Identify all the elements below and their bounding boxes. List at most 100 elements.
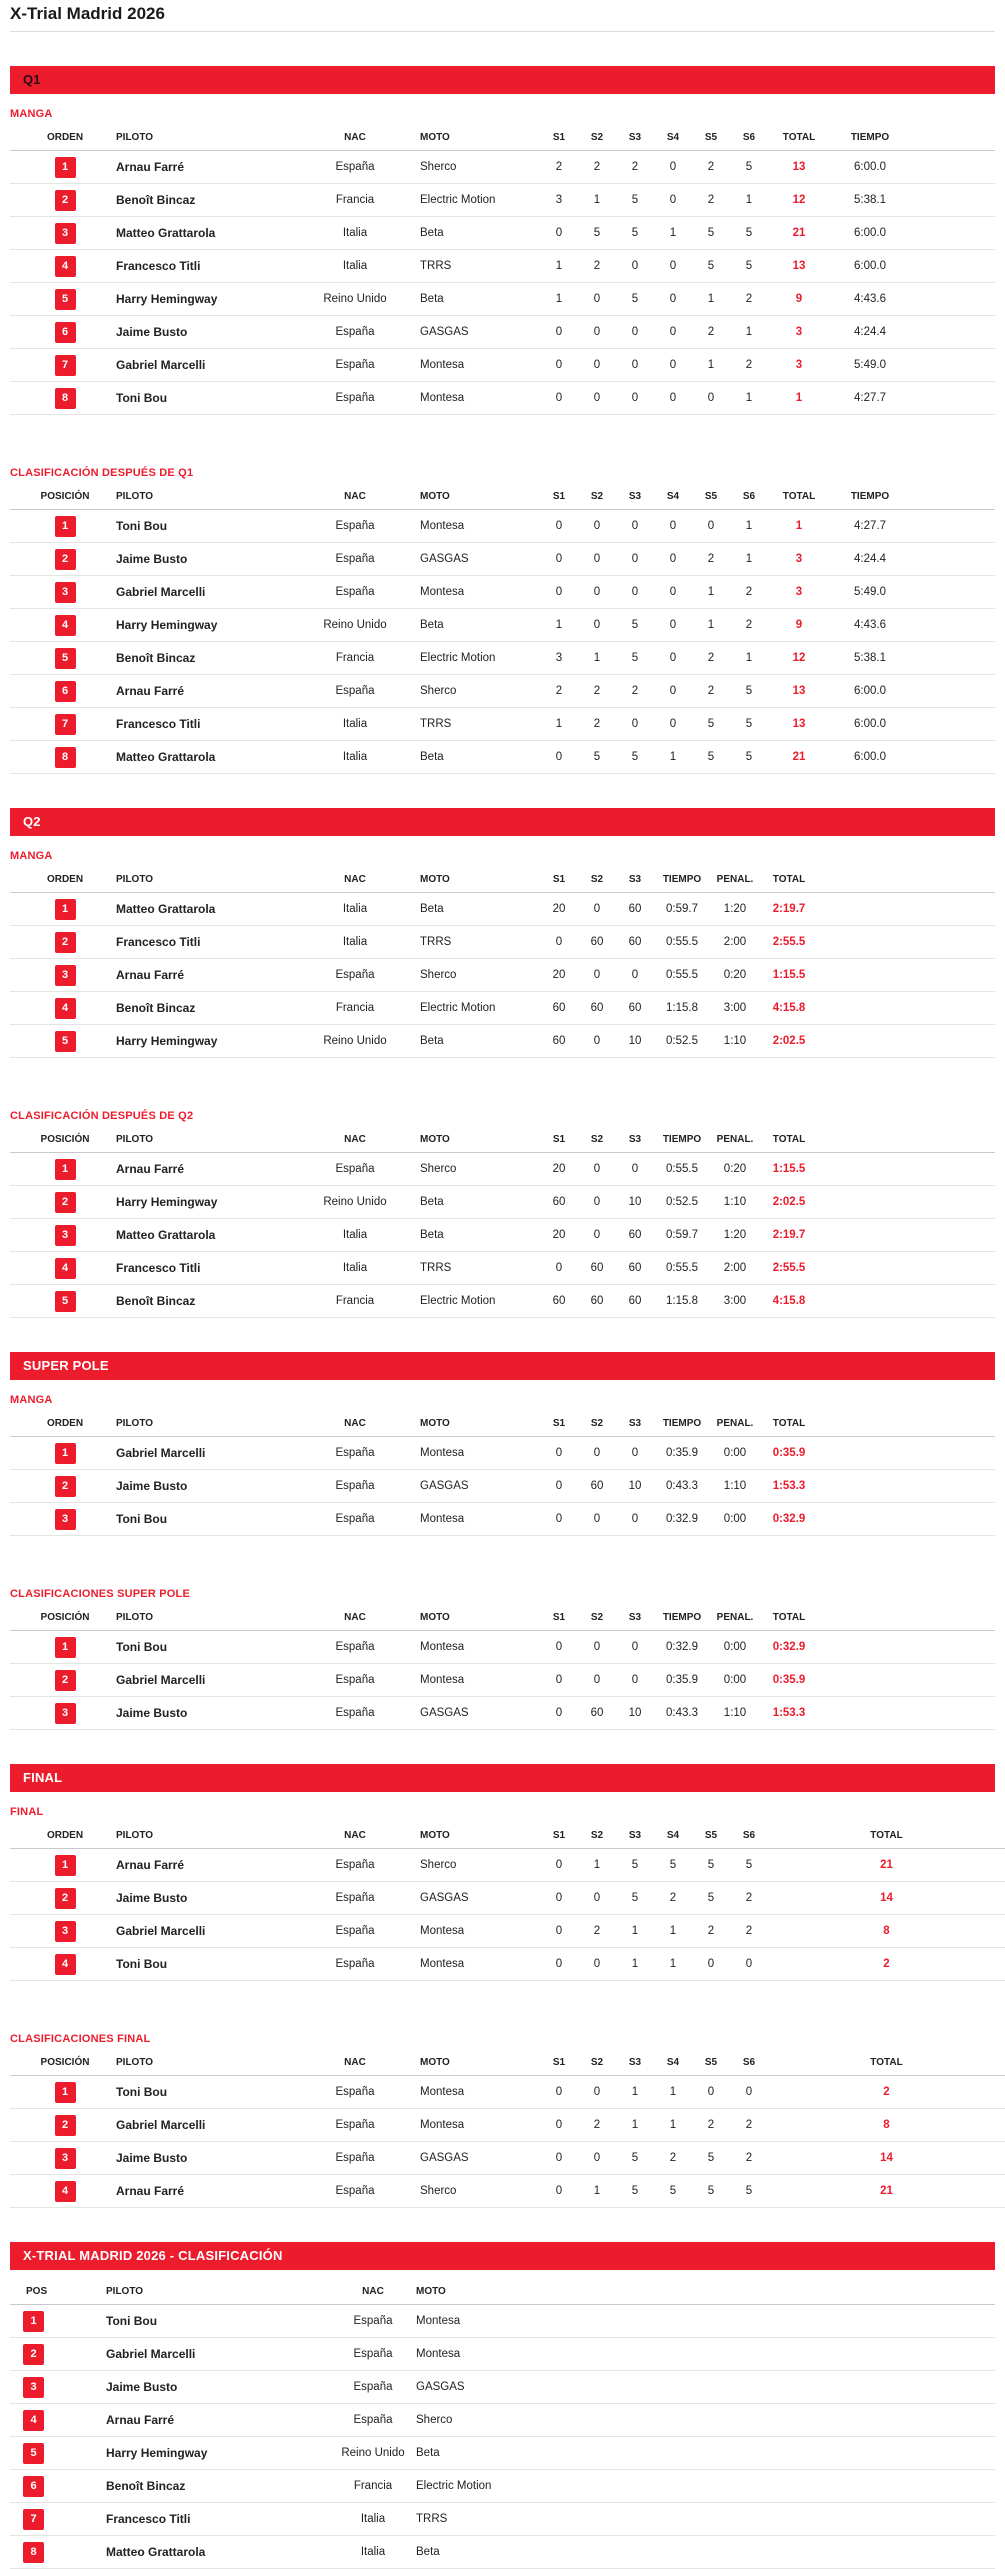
filler-cell (910, 707, 995, 741)
sections-container: Q1 MANGA ORDEN PILOTO NAC MOTO S1 S2 S3 S4 S5 S6 TOT… (10, 66, 1005, 2569)
filler-cell (818, 1696, 995, 1730)
score-value: 6:00.0 (830, 216, 910, 250)
score-value: 60 (540, 991, 578, 1025)
score-value: 0:20 (710, 1152, 760, 1186)
nationality: Reino Unido (338, 2436, 408, 2470)
score-value: 0:55.5 (654, 1152, 710, 1186)
nationality: España (320, 1630, 390, 1664)
filler-cell (910, 315, 995, 349)
position-badge: 6 (23, 2475, 44, 2497)
bike-brand: Sherco (390, 958, 540, 992)
column-header: NAC (320, 2047, 390, 2076)
filler-cell (568, 2502, 995, 2536)
score-value: 1 (616, 2108, 654, 2142)
column-header: NAC (320, 481, 390, 510)
section-banner-title: Q1 (23, 72, 41, 87)
score-value: 5 (692, 707, 730, 741)
pilot-name: Arnau Farré (98, 2403, 338, 2437)
total-value: 2 (768, 1947, 1005, 1981)
score-value: 2:00 (710, 1251, 760, 1285)
table-body: 1 Arnau Farré España Sherco 20 0 0 0:55.5 0:20 1:… (10, 1152, 995, 1318)
pilot-name: Jaime Busto (108, 1469, 320, 1503)
score-value: 1:10 (710, 1469, 760, 1503)
score-value: 0 (616, 707, 654, 741)
position-badge: 2 (54, 1887, 76, 1909)
table-block: CLASIFICACIONES FINAL POSICIÓN PILOTO NAC MO… (10, 2025, 1005, 2208)
column-header: TOTAL (768, 2047, 1005, 2076)
position-cell: 8 (10, 740, 108, 774)
column-header: S2 (578, 2047, 616, 2076)
bike-brand: Montesa (408, 2337, 568, 2371)
score-value: 2 (616, 674, 654, 708)
nationality: España (320, 1881, 390, 1915)
score-value: 1:15.8 (654, 991, 710, 1025)
score-value: 0 (616, 509, 654, 543)
score-value: 6:00.0 (830, 150, 910, 184)
nationality: España (320, 348, 390, 382)
score-value: 5 (692, 2141, 730, 2175)
column-header: S5 (692, 481, 730, 510)
score-value: 0 (578, 509, 616, 543)
score-value: 0 (654, 575, 692, 609)
total-value: 2:55.5 (760, 1251, 818, 1285)
column-header: PENAL. (710, 1408, 760, 1437)
bike-brand: Beta (390, 892, 540, 926)
score-value: 2 (730, 282, 768, 316)
position-cell: 1 (10, 1152, 108, 1186)
table-row: 4 Harry Hemingway Reino Unido Beta 1 0 5 0 1 2 9 4:… (10, 608, 995, 642)
results-table: POSICIÓN PILOTO NAC MOTO S1 S2 S3 S4 S5 S6 TOTAL 1 T… (10, 2047, 1005, 2208)
column-header: S3 (616, 122, 654, 151)
nationality: España (320, 2174, 390, 2208)
total-value: 21 (768, 216, 830, 250)
table-block: FINAL ORDEN PILOTO NAC MOTO S1 S2 S3 S4 S5 S6 TOTAL… (10, 1798, 1005, 1981)
pilot-name: Harry Hemingway (108, 608, 320, 642)
score-value: 2 (692, 315, 730, 349)
score-value: 5 (616, 641, 654, 675)
bike-brand: Montesa (390, 575, 540, 609)
pilot-name: Arnau Farré (108, 958, 320, 992)
section-banner-title: Q2 (23, 814, 41, 829)
table-row: 3 Jaime Busto España GASGAS (10, 2370, 995, 2404)
score-value: 5 (692, 216, 730, 250)
score-value: 5 (692, 1848, 730, 1882)
position-cell: 1 (10, 1848, 108, 1882)
table-row: 1 Toni Bou España Montesa (10, 2304, 995, 2338)
page-title: X-Trial Madrid 2026 (10, 0, 995, 32)
pilot-name: Benoît Bincaz (108, 641, 320, 675)
position-cell: 6 (10, 674, 108, 708)
nationality: España (320, 674, 390, 708)
nationality: Italia (320, 216, 390, 250)
score-value: 5 (730, 1848, 768, 1882)
score-value: 6:00.0 (830, 249, 910, 283)
table-row: 3 Jaime Busto España GASGAS 0 0 5 2 5 2 14 (10, 2141, 1005, 2175)
table-head: ORDEN PILOTO NAC MOTO S1 S2 S3 TIEMPO PENAL. TOTA… (10, 1408, 995, 1437)
score-value: 5:38.1 (830, 641, 910, 675)
score-value: 0 (540, 2075, 578, 2109)
score-value: 2 (730, 2141, 768, 2175)
score-value: 60 (616, 1284, 654, 1318)
table-body: 1 Arnau Farré España Sherco 2 2 2 0 2 5 13 6:00.0 2 B… (10, 150, 995, 415)
table-row: 1 Arnau Farré España Sherco 20 0 0 0:55.5 0:20 1:… (10, 1152, 995, 1186)
bike-brand: Electric Motion (390, 1284, 540, 1318)
column-header: MOTO (390, 481, 540, 510)
position-cell: 2 (10, 1881, 108, 1915)
position-badge: 5 (54, 1030, 76, 1052)
column-header: S4 (654, 122, 692, 151)
bike-brand: TRRS (390, 1251, 540, 1285)
table-body: 1 Toni Bou España Montesa 0 0 1 1 0 0 2 2 Gabriel Ma… (10, 2075, 1005, 2208)
position-cell: 7 (10, 707, 108, 741)
table-row: 6 Jaime Busto España GASGAS 0 0 0 0 2 1 3 4:24.4 (10, 315, 995, 349)
score-value: 0:59.7 (654, 1218, 710, 1252)
bike-brand: Montesa (390, 1947, 540, 1981)
score-value: 5 (692, 740, 730, 774)
position-badge: 4 (54, 1953, 76, 1975)
table-row: 6 Arnau Farré España Sherco 2 2 2 0 2 5 13 6:00.0 (10, 674, 995, 708)
position-badge: 2 (54, 1669, 76, 1691)
table-row: 2 Gabriel Marcelli España Montesa 0 2 1 1 2 2 8 (10, 2108, 1005, 2142)
pilot-name: Benoît Bincaz (98, 2469, 338, 2503)
score-value: 0 (540, 1881, 578, 1915)
score-value: 2 (692, 641, 730, 675)
score-value: 5 (654, 2174, 692, 2208)
score-value: 0 (540, 348, 578, 382)
